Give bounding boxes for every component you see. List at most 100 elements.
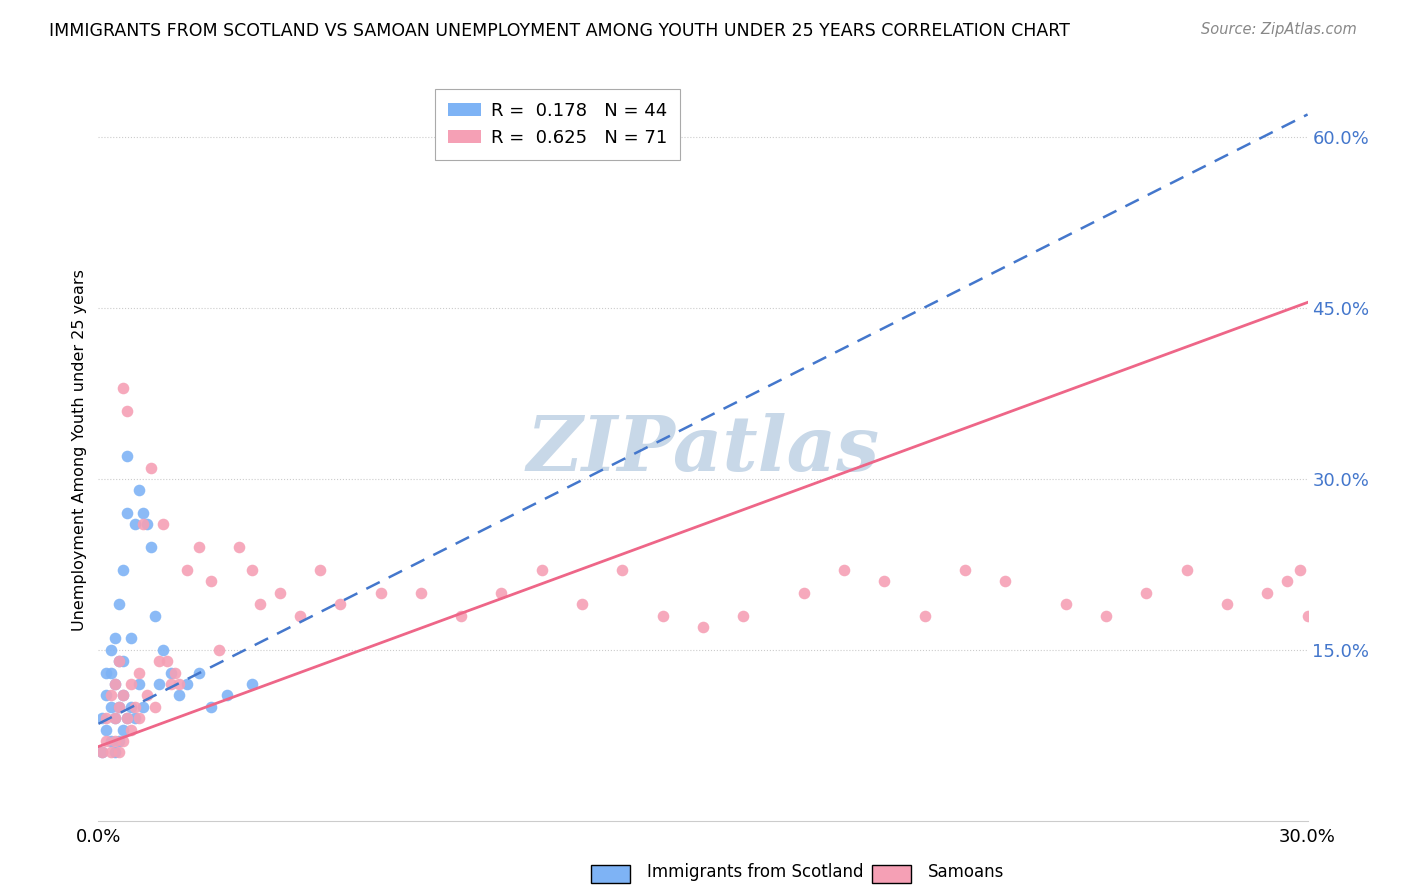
Point (128, 677, 150, 691)
Point (120, 699, 142, 714)
Point (733, 608, 755, 623)
Point (103, 677, 125, 691)
Point (96, 723, 118, 737)
Point (91, 745, 114, 759)
Point (530, 563, 553, 577)
Point (107, 654, 129, 668)
Point (120, 632, 142, 646)
Point (793, 586, 815, 600)
Point (612, 563, 634, 577)
Point (100, 665, 122, 680)
Point (152, 517, 174, 532)
Point (100, 745, 122, 759)
Point (1288, 563, 1310, 577)
Point (167, 689, 190, 703)
Point (217, 689, 239, 703)
Point (103, 677, 125, 691)
Point (370, 586, 392, 600)
Legend: R =  0.178   N = 44, R =  0.625   N = 71: R = 0.178 N = 44, R = 0.625 N = 71 (436, 89, 681, 160)
Point (111, 654, 134, 668)
Point (240, 563, 263, 577)
Point (96, 689, 118, 703)
Point (240, 677, 263, 691)
Point (135, 689, 157, 703)
Point (128, 483, 150, 498)
Point (167, 677, 190, 691)
Point (115, 449, 138, 463)
Point (100, 734, 122, 748)
Point (143, 699, 166, 714)
Point (111, 723, 134, 737)
Point (188, 665, 211, 680)
Point (651, 608, 673, 623)
Point (96, 734, 118, 748)
Point (128, 711, 150, 725)
Point (115, 711, 138, 725)
Point (148, 654, 170, 668)
Point (692, 620, 714, 634)
Point (176, 563, 198, 577)
Text: ZIPatlas: ZIPatlas (526, 414, 880, 487)
Point (914, 608, 936, 623)
Text: IMMIGRANTS FROM SCOTLAND VS SAMOAN UNEMPLOYMENT AMONG YOUTH UNDER 25 YEARS CORRE: IMMIGRANTS FROM SCOTLAND VS SAMOAN UNEMP… (49, 22, 1070, 40)
Point (135, 517, 157, 532)
Text: Immigrants from Scotland: Immigrants from Scotland (647, 863, 863, 881)
Point (188, 541, 211, 555)
Point (1216, 597, 1239, 611)
Point (91, 745, 114, 759)
Point (111, 689, 134, 703)
Point (111, 689, 134, 703)
Point (450, 608, 472, 623)
Point (124, 699, 146, 714)
Point (115, 403, 138, 417)
Point (115, 506, 138, 520)
Point (96, 711, 118, 725)
Point (156, 654, 179, 668)
Point (107, 734, 129, 748)
Point (160, 665, 183, 680)
Point (1316, 586, 1339, 600)
Point (163, 665, 186, 680)
Point (148, 677, 170, 691)
Point (200, 699, 222, 714)
Point (120, 677, 142, 691)
Point (208, 642, 231, 657)
Point (1357, 586, 1379, 600)
Point (176, 677, 198, 691)
Point (132, 517, 155, 532)
Point (139, 460, 162, 475)
Point (111, 381, 134, 395)
Point (1135, 586, 1157, 600)
Point (200, 574, 222, 589)
Point (100, 689, 122, 703)
Point (103, 734, 125, 748)
Point (1337, 563, 1360, 577)
Point (160, 677, 183, 691)
Point (1296, 608, 1319, 623)
Point (100, 642, 122, 657)
Point (1175, 563, 1198, 577)
Text: Source: ZipAtlas.com: Source: ZipAtlas.com (1201, 22, 1357, 37)
Point (571, 597, 593, 611)
Point (832, 563, 855, 577)
Point (132, 506, 155, 520)
Point (107, 699, 129, 714)
Point (103, 711, 125, 725)
Point (1095, 608, 1118, 623)
Point (124, 517, 146, 532)
Point (309, 563, 332, 577)
Point (103, 745, 125, 759)
Point (128, 665, 150, 680)
Text: Samoans: Samoans (928, 863, 1004, 881)
Point (107, 654, 129, 668)
Point (103, 632, 125, 646)
Y-axis label: Unemployment Among Youth under 25 years: Unemployment Among Youth under 25 years (72, 269, 87, 632)
Point (103, 711, 125, 725)
Point (953, 563, 976, 577)
Point (111, 563, 134, 577)
Point (1054, 597, 1077, 611)
Point (115, 711, 138, 725)
Point (91, 711, 114, 725)
Point (107, 699, 129, 714)
Point (873, 574, 896, 589)
